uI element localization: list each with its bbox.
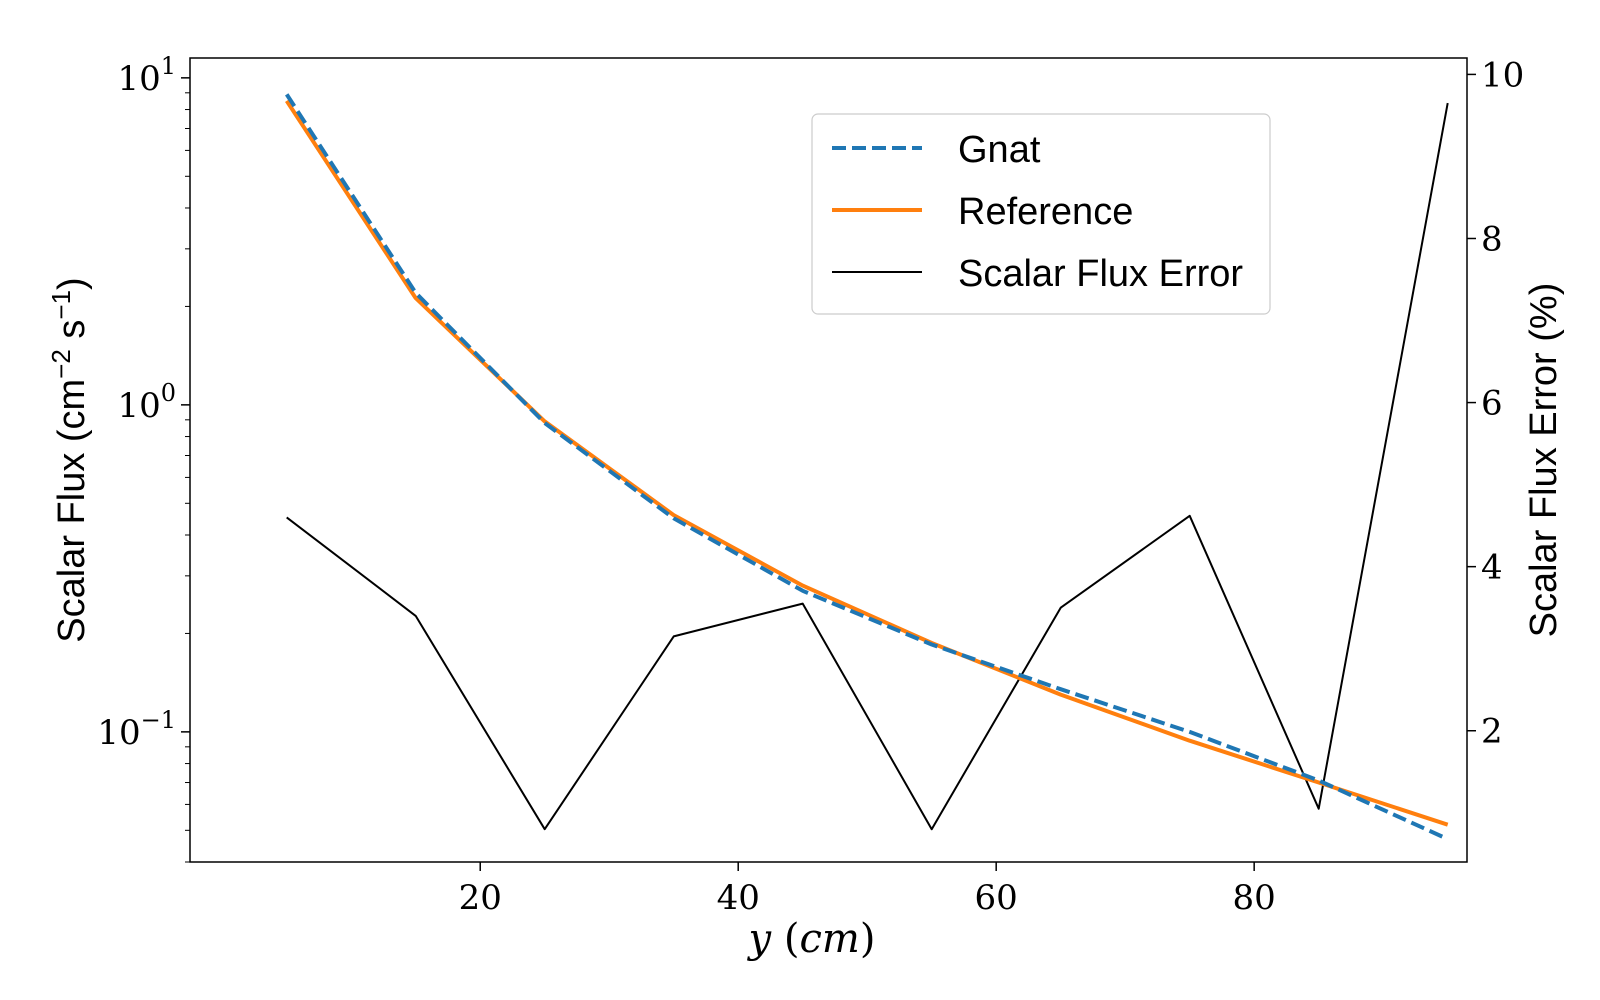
legend: Gnat Reference Scalar Flux Error xyxy=(811,113,1271,315)
y-left-tick-label: 10−1 xyxy=(97,706,176,753)
series-layer xyxy=(285,93,1449,841)
ticks-layer: 20 40 60 80 101 100 10−1 2 4 6 8 10 xyxy=(97,52,1524,918)
legend-frame xyxy=(811,113,1271,315)
x-tick-label: 40 xyxy=(717,878,760,918)
y-left-tick-label: 100 xyxy=(117,379,176,426)
y-right-tick-label: 2 xyxy=(1481,712,1503,752)
legend-label-error: Scalar Flux Error xyxy=(958,253,1243,295)
series-line-scalar-flux-error xyxy=(286,102,1449,831)
y-left-tick-label: 101 xyxy=(117,52,176,99)
x-tick-label: 20 xyxy=(459,878,502,918)
series-line-gnat xyxy=(285,93,1449,841)
y-right-tick-label: 8 xyxy=(1481,219,1503,259)
legend-label-reference: Reference xyxy=(958,191,1133,233)
y-right-axis-label: Scalar Flux Error (%) xyxy=(1523,283,1565,638)
plot-frame xyxy=(189,57,1468,863)
y-left-axis-label: Scalar Flux (cm−2 s−1) xyxy=(46,277,93,642)
y-right-tick-label: 6 xyxy=(1481,384,1503,424)
y-right-tick-label: 4 xyxy=(1481,548,1503,588)
x-tick-label: 60 xyxy=(975,878,1018,918)
x-axis-label: y (cm) xyxy=(747,916,876,962)
x-tick-label: 80 xyxy=(1233,878,1276,918)
y-right-tick-label: 10 xyxy=(1481,55,1524,95)
legend-label-gnat: Gnat xyxy=(958,129,1041,171)
